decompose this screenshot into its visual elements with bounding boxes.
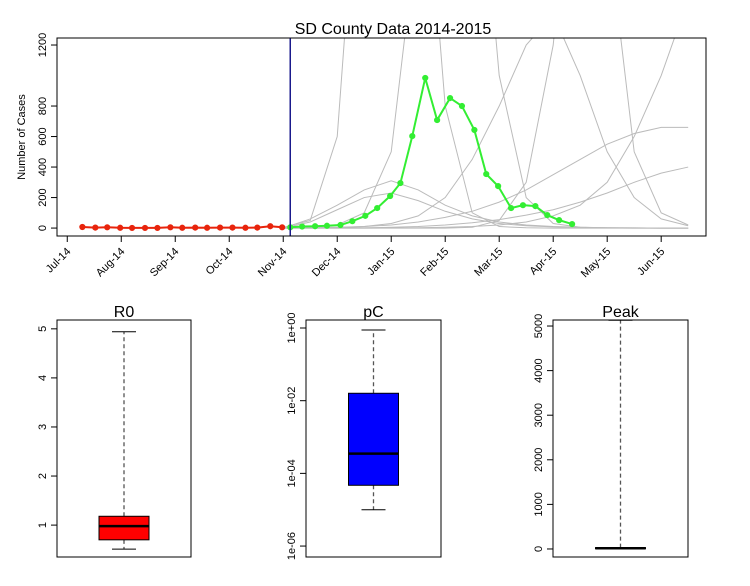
data-point <box>167 224 174 231</box>
data-point <box>568 221 576 228</box>
data-point <box>323 222 331 229</box>
data-point <box>409 132 416 140</box>
x-tick-label: Aug-14 <box>94 246 128 280</box>
data-point <box>374 204 381 212</box>
y-tick-label: 200 <box>37 188 49 206</box>
box <box>98 515 150 541</box>
data-point <box>154 224 161 232</box>
data-point <box>242 224 249 231</box>
data-point <box>446 95 454 102</box>
x-tick-label: Nov-14 <box>256 246 290 280</box>
y-tick-label: 1e-02 <box>286 387 298 415</box>
x-tick-label: Dec-14 <box>310 246 344 280</box>
data-point <box>349 218 356 225</box>
x-tick-label: Jul-14 <box>44 246 74 276</box>
series-line <box>283 192 689 229</box>
x-tick-label: Sep-14 <box>148 246 182 280</box>
data-point <box>458 102 466 110</box>
data-point <box>362 212 369 219</box>
y-tick-label: 3000 <box>533 403 545 427</box>
box <box>348 392 399 486</box>
data-point <box>519 202 527 209</box>
data-point <box>192 224 199 231</box>
y-tick-label: 1 <box>37 522 49 528</box>
series-line <box>283 38 689 229</box>
data-point <box>179 224 186 231</box>
data-point <box>471 126 478 134</box>
data-point <box>254 224 261 231</box>
y-tick-label: 1e-06 <box>286 532 298 560</box>
data-point <box>387 192 394 200</box>
x-tick-label: Apr-15 <box>528 246 560 278</box>
y-tick-label: 2000 <box>533 448 545 472</box>
y-tick-label: 400 <box>37 158 49 176</box>
chart-title: SD County Data 2014-2015 <box>295 21 492 38</box>
data-point <box>483 170 490 178</box>
y-tick-label: 4000 <box>533 358 545 382</box>
panel-title: Peak <box>602 304 639 321</box>
data-point <box>279 224 286 231</box>
data-point <box>104 224 111 231</box>
data-point <box>544 212 551 219</box>
y-tick-label: 1e+00 <box>286 313 298 344</box>
plot-frame <box>56 37 707 237</box>
y-tick-label: 2 <box>37 473 49 479</box>
y-tick-label: 4 <box>37 375 49 381</box>
panel-title: pC <box>363 304 383 321</box>
plot-frame <box>56 319 192 558</box>
data-point <box>216 224 224 231</box>
data-point <box>117 224 124 231</box>
x-tick-label: May-15 <box>579 246 613 280</box>
plot-area <box>79 38 689 232</box>
y-tick-label: 5000 <box>533 314 545 338</box>
x-tick-label: Oct-14 <box>204 246 236 278</box>
panel-title: R0 <box>114 304 135 321</box>
series-line <box>283 126 689 229</box>
plot-frame <box>305 319 442 558</box>
plot-frame <box>552 319 689 558</box>
x-tick-label: Jan-15 <box>365 246 397 278</box>
data-point <box>311 223 319 230</box>
x-tick-label: Jun-15 <box>635 246 667 278</box>
data-point <box>79 223 86 231</box>
data-point <box>495 183 502 190</box>
data-point <box>434 116 441 124</box>
y-tick-label: 1200 <box>37 33 49 57</box>
y-tick-label: 0 <box>533 546 545 552</box>
y-tick-label: 600 <box>37 127 49 145</box>
data-point <box>92 224 99 231</box>
data-point <box>532 203 539 210</box>
data-point <box>229 224 236 231</box>
data-point <box>204 224 211 231</box>
y-tick-label: 1000 <box>533 492 545 516</box>
x-tick-label: Feb-15 <box>418 246 451 279</box>
data-point <box>422 74 429 82</box>
data-point <box>337 221 344 229</box>
y-tick-label: 5 <box>37 326 49 332</box>
y-axis-label: Number of Cases <box>16 94 28 180</box>
data-point <box>507 204 515 212</box>
y-tick-label: 0 <box>37 225 49 231</box>
y-tick-label: 3 <box>37 424 49 430</box>
data-point <box>556 217 563 224</box>
data-point <box>141 224 149 232</box>
data-point <box>299 223 306 230</box>
data-point <box>397 179 404 187</box>
y-tick-label: 800 <box>37 97 49 115</box>
data-point <box>128 224 136 232</box>
y-tick-label: 1e-04 <box>286 459 298 487</box>
x-tick-label: Mar-15 <box>472 246 505 279</box>
data-point <box>267 223 274 230</box>
